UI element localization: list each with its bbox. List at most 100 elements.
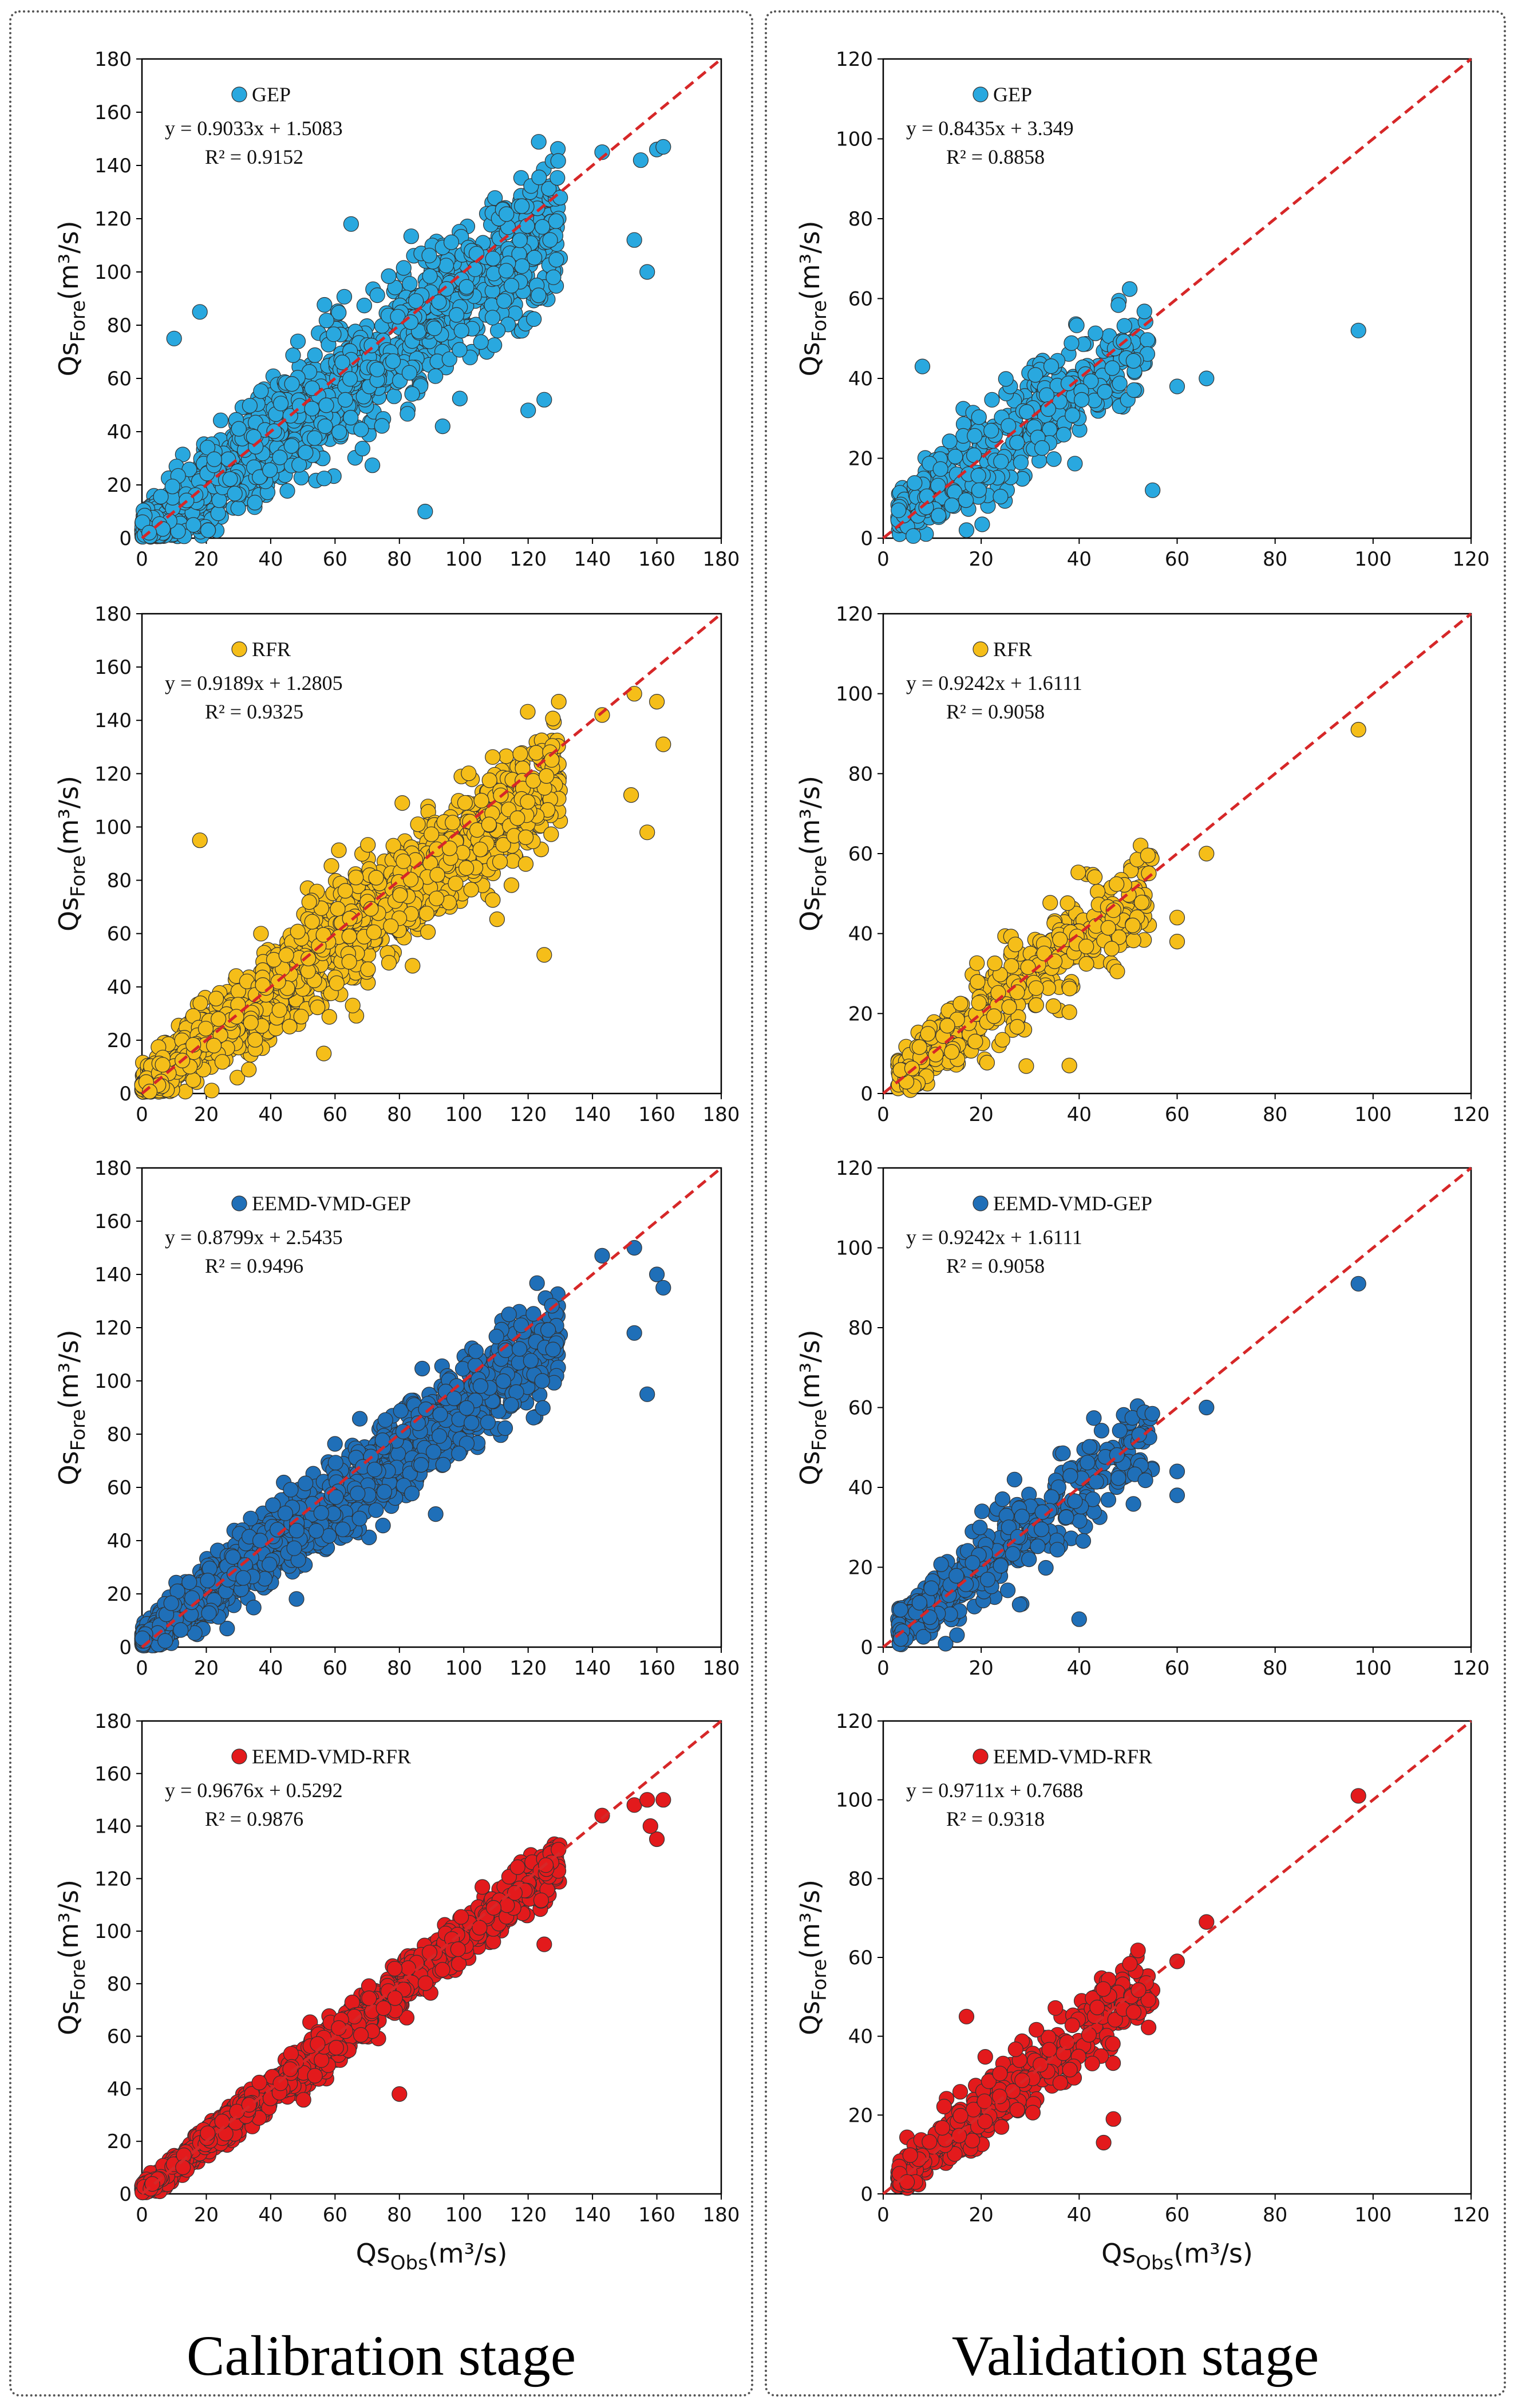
data-point	[484, 310, 501, 326]
data-point	[1013, 455, 1029, 471]
data-point	[272, 449, 288, 465]
data-point	[1199, 846, 1215, 862]
data-point	[404, 386, 420, 402]
x-tick-label: 180	[703, 1657, 740, 1680]
data-point	[513, 198, 530, 214]
data-point	[438, 258, 454, 274]
data-point	[290, 923, 306, 939]
data-point	[273, 396, 289, 412]
data-point	[967, 428, 983, 444]
x-tick-label: 120	[509, 1103, 547, 1126]
y-tick-label: 40	[107, 1530, 132, 1553]
x-tick-label: 40	[258, 1103, 283, 1126]
data-point	[317, 297, 333, 313]
x-tick-label: 80	[1263, 1103, 1287, 1126]
data-point	[623, 787, 639, 803]
data-point	[463, 882, 479, 898]
data-point	[356, 297, 373, 314]
data-point	[293, 1009, 309, 1025]
data-point	[1065, 407, 1081, 423]
x-tick-label: 20	[194, 548, 219, 571]
data-point	[298, 444, 314, 461]
data-point	[545, 710, 561, 727]
data-point	[342, 371, 358, 387]
data-point	[931, 507, 947, 524]
validation-stage-frame	[765, 10, 1506, 2397]
y-tick-label: 160	[94, 656, 132, 679]
data-point	[520, 704, 536, 720]
x-tick-label: 100	[445, 1103, 483, 1126]
data-point	[986, 1008, 1002, 1024]
data-point	[485, 892, 501, 908]
y-tick-label: 20	[107, 1029, 132, 1052]
y-tick-label: 40	[848, 368, 873, 390]
data-point	[396, 260, 412, 276]
data-point	[301, 894, 317, 910]
data-point	[166, 330, 182, 346]
data-point	[1028, 997, 1045, 1013]
y-tick-label: 180	[94, 48, 132, 71]
data-point	[1097, 384, 1113, 400]
data-point	[503, 278, 520, 294]
y-tick-label: 20	[107, 1583, 132, 1606]
data-point	[550, 170, 566, 186]
data-point	[993, 488, 1009, 505]
data-point	[907, 475, 923, 491]
data-point	[1104, 360, 1120, 376]
data-point	[428, 1506, 444, 1522]
data-point	[381, 268, 397, 284]
data-point	[531, 169, 547, 185]
data-point	[197, 1021, 214, 1037]
y-tick-label: 140	[94, 155, 132, 177]
data-point	[243, 1014, 259, 1031]
data-point	[1350, 721, 1366, 738]
data-point	[536, 947, 552, 963]
y-tick-label: 0	[119, 527, 132, 550]
data-point	[458, 279, 475, 295]
data-point	[443, 234, 460, 250]
data-point	[326, 326, 342, 342]
y-tick-label: 120	[836, 48, 873, 71]
x-tick-label: 0	[136, 548, 148, 571]
y-tick-label: 160	[94, 1210, 132, 1233]
data-point	[512, 746, 528, 762]
y-tick-label: 80	[107, 870, 132, 893]
data-point	[363, 337, 380, 354]
data-point	[633, 152, 649, 168]
data-point	[905, 528, 922, 544]
data-point	[283, 438, 299, 454]
data-point	[551, 693, 567, 710]
data-point	[318, 313, 335, 329]
data-point	[345, 997, 361, 1013]
data-point	[452, 390, 468, 406]
calibration-stage-frame	[9, 10, 753, 2397]
y-tick-label: 100	[94, 1370, 132, 1393]
x-tick-label: 120	[509, 548, 547, 571]
x-tick-label: 20	[194, 1103, 219, 1126]
data-point	[192, 304, 208, 320]
y-axis-title: QsFore(m³/s)	[794, 220, 831, 376]
data-point	[337, 392, 354, 408]
data-point	[979, 1055, 995, 1071]
data-point	[998, 371, 1014, 387]
data-point	[542, 232, 558, 248]
data-point	[531, 134, 547, 150]
y-tick-label: 100	[836, 683, 873, 706]
data-point	[914, 358, 931, 374]
data-point	[341, 928, 357, 945]
data-point	[512, 232, 528, 248]
data-point	[485, 251, 501, 267]
y-tick-label: 0	[119, 1636, 132, 1659]
y-tick-label: 60	[848, 288, 873, 311]
data-point	[539, 768, 555, 784]
data-point	[639, 264, 655, 280]
x-tick-label: 120	[1453, 1103, 1490, 1126]
x-tick-label: 80	[387, 1103, 412, 1126]
data-point	[231, 421, 247, 437]
chart-panel-calibration-eemd-vmd-gep: 0 20 40 60 80 100 120 140 160 1800204060801001201…	[53, 1157, 740, 1680]
x-tick-label: 0	[877, 548, 890, 571]
data-point	[354, 440, 370, 457]
legend-marker	[973, 86, 989, 102]
data-point	[400, 406, 416, 422]
data-point	[545, 269, 562, 285]
